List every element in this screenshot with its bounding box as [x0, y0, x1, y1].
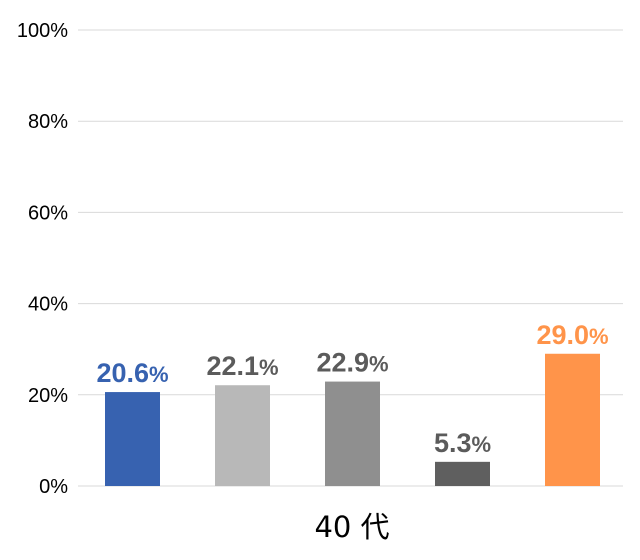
data-label-2: 22.1%	[206, 351, 278, 381]
bar-1	[105, 392, 160, 486]
y-tick-label: 100%	[17, 20, 68, 42]
y-tick-label: 0%	[39, 476, 68, 498]
data-label-percent: %	[471, 432, 491, 457]
gridlines	[78, 29, 623, 487]
data-label-value: 20.6	[96, 358, 149, 388]
data-labels: 20.6% 22.1% 22.9%5.3%29.0%	[96, 320, 608, 458]
data-label-percent: %	[589, 324, 609, 349]
data-label-value: 5.3	[434, 428, 472, 458]
data-label-value: 22.1	[206, 351, 259, 381]
data-label-1: 20.6%	[96, 358, 168, 388]
data-label-percent: %	[259, 355, 279, 380]
bar-2	[215, 385, 270, 486]
data-label-value: 29.0	[536, 320, 589, 350]
bars	[105, 353, 600, 486]
data-label-3: 22.9%	[316, 348, 388, 378]
data-label-value: 22.9	[316, 348, 369, 378]
y-tick-label: 20%	[28, 385, 68, 407]
category-label: 40 代	[314, 510, 389, 544]
y-tick-label: 40%	[28, 294, 68, 316]
bar-3	[325, 381, 380, 486]
data-label-percent: %	[149, 362, 169, 387]
y-tick-label: 80%	[28, 111, 68, 133]
bar-5	[545, 353, 600, 486]
y-tick-label: 60%	[28, 202, 68, 224]
bar-4	[435, 461, 490, 486]
y-axis-tick-labels: 0% 20% 40% 60% 80% 100%	[17, 20, 68, 498]
data-label-percent: %	[369, 352, 389, 377]
data-label-5: 29.0%	[536, 320, 608, 350]
data-label-4: 5.3%	[434, 428, 491, 458]
